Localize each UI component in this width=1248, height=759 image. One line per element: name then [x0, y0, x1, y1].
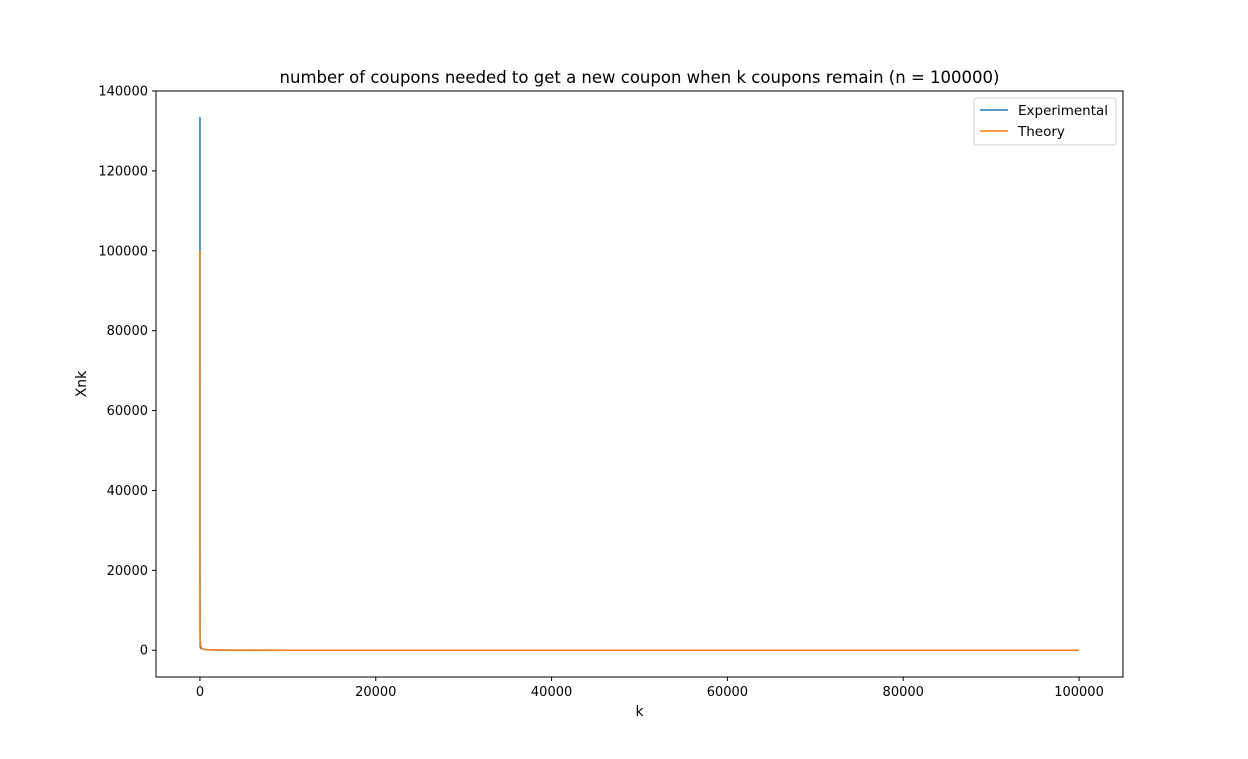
x-tick-label: 40000	[531, 685, 572, 700]
y-tick-label: 140000	[98, 85, 148, 100]
plot-lines	[199, 116, 1080, 651]
legend: Experimental Theory	[973, 97, 1117, 146]
x-axis-ticks: 0 20000 40000 60000 80000 100000	[196, 677, 1104, 700]
series-line-theory	[199, 250, 1080, 651]
y-tick-label: 60000	[107, 404, 148, 419]
y-tick-label: 0	[140, 644, 148, 659]
y-axis-label: Xnk	[74, 370, 90, 397]
y-tick-label: 40000	[107, 484, 148, 499]
legend-box	[973, 97, 1117, 146]
legend-label-theory: Theory	[1017, 124, 1065, 140]
y-tick-label: 120000	[98, 164, 148, 179]
chart-title: number of coupons needed to get a new co…	[280, 68, 1000, 87]
x-axis-label: k	[635, 704, 644, 720]
y-tick-label: 80000	[107, 324, 148, 339]
x-tick-label: 100000	[1054, 685, 1104, 700]
y-axis-ticks: 0 20000 40000 60000 80000 100000 120000 140000	[98, 85, 156, 659]
legend-label-experimental: Experimental	[1018, 103, 1108, 119]
x-tick-label: 80000	[883, 685, 924, 700]
x-tick-label: 20000	[355, 685, 396, 700]
y-tick-label: 100000	[98, 244, 148, 259]
y-tick-label: 20000	[107, 564, 148, 579]
plot-area-frame	[155, 90, 1124, 678]
x-tick-label: 0	[196, 685, 204, 700]
x-tick-label: 60000	[707, 685, 748, 700]
